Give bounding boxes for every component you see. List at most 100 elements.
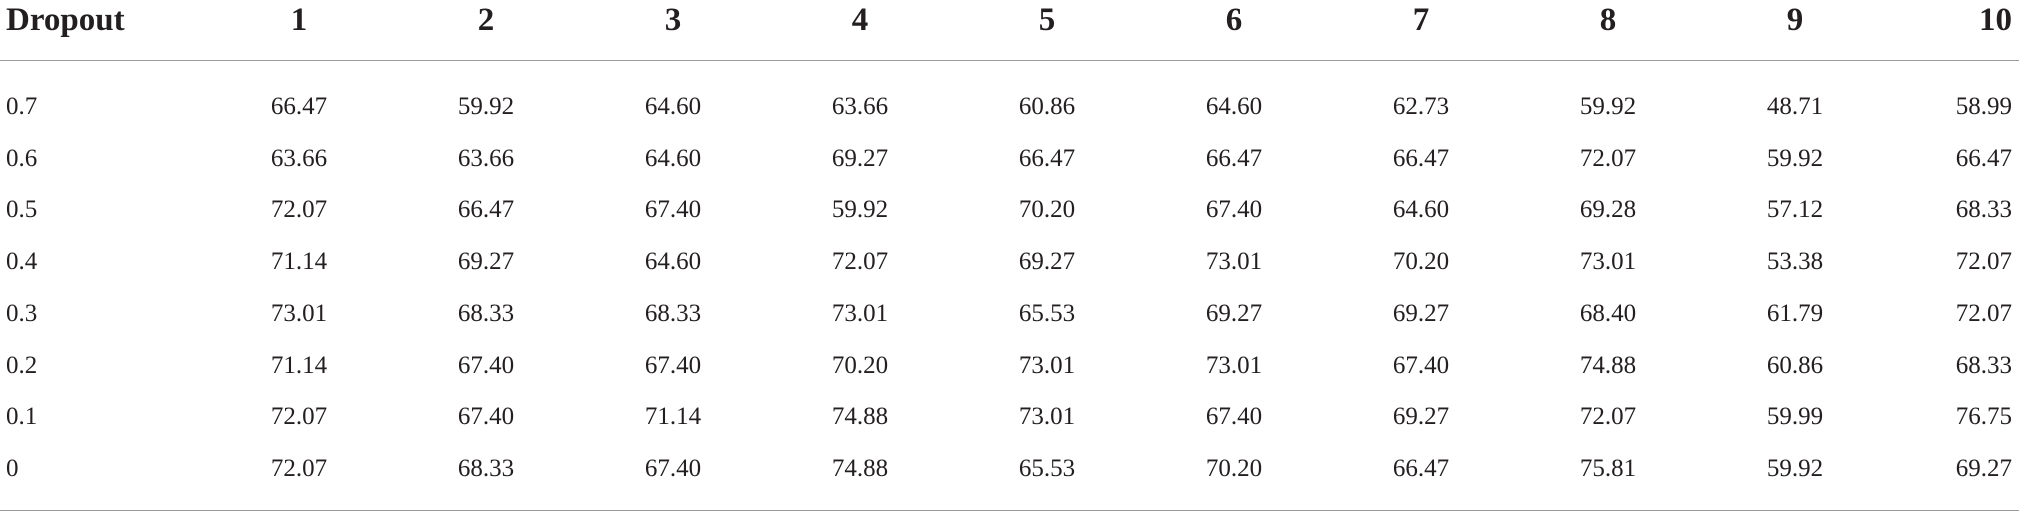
- table-cell: 66.47: [1018, 144, 1076, 172]
- table-cell: 73.01: [831, 299, 889, 327]
- table-cell: 73.01: [1205, 248, 1263, 276]
- table-cell: 67.40: [1205, 196, 1263, 224]
- table-cell: 64.60: [644, 144, 702, 172]
- table-cell: 67.40: [1205, 403, 1263, 431]
- table-cell: 69.28: [1579, 196, 1637, 224]
- table-cell: 48.71: [1766, 93, 1824, 120]
- table-cell: 72.07: [270, 403, 328, 431]
- table-cell: 66.47: [457, 196, 515, 224]
- table-cell: 65.53: [1018, 299, 1076, 327]
- table-cell: 73.01: [1018, 351, 1076, 379]
- header-cell: 2: [477, 2, 495, 38]
- table-cell: 59.92: [1579, 93, 1637, 120]
- header-cell: 7: [1412, 2, 1430, 38]
- table-cell: 57.12: [1766, 196, 1824, 224]
- table-cell: 68.40: [1579, 299, 1637, 327]
- table-cell: 72.07: [1955, 248, 2012, 276]
- table-cell: 69.27: [1018, 248, 1076, 276]
- header-cell: 6: [1225, 2, 1243, 38]
- table-cell: 61.79: [1766, 299, 1824, 327]
- row-label: 0.2: [6, 351, 38, 379]
- table-cell: 68.33: [644, 299, 702, 327]
- header-cell: 9: [1786, 2, 1804, 38]
- table-cell: 72.07: [831, 248, 889, 276]
- header-rule: [0, 60, 2019, 61]
- table-cell: 63.66: [831, 93, 889, 120]
- table-cell: 73.01: [1205, 351, 1263, 379]
- table-cell: 68.33: [457, 454, 515, 482]
- table-cell: 75.81: [1579, 454, 1637, 482]
- table-cell: 60.86: [1018, 93, 1076, 120]
- table-cell: 67.40: [1392, 351, 1450, 379]
- table-cell: 59.92: [457, 93, 515, 120]
- header-cell: 4: [851, 2, 869, 38]
- table-cell: 66.47: [1392, 454, 1450, 482]
- table-cell: 69.27: [457, 248, 515, 276]
- table-cell: 63.66: [457, 144, 515, 172]
- row-label: 0.3: [6, 299, 38, 327]
- table-cell: 68.33: [457, 299, 515, 327]
- table-cell: 72.07: [1579, 403, 1637, 431]
- header-cell: 8: [1599, 2, 1617, 38]
- header-cell: 3: [664, 2, 682, 38]
- table-cell: 72.07: [270, 454, 328, 482]
- table-cell: 53.38: [1766, 248, 1824, 276]
- table-cell: 74.88: [831, 403, 889, 431]
- table-cell: 72.07: [1955, 299, 2012, 327]
- table-cell: 67.40: [644, 351, 702, 379]
- header-cell: 5: [1038, 2, 1056, 38]
- table-cell: 74.88: [1579, 351, 1637, 379]
- table-cell: 67.40: [644, 196, 702, 224]
- table-cell: 71.14: [644, 403, 702, 431]
- table-cell: 71.14: [270, 248, 328, 276]
- table-cell: 76.75: [1955, 403, 2012, 431]
- table-cell: 73.01: [1018, 403, 1076, 431]
- row-label: 0.4: [6, 248, 38, 276]
- table-cell: 69.27: [1955, 454, 2012, 482]
- table-cell: 64.60: [1392, 196, 1450, 224]
- table-cell: 66.47: [1205, 144, 1263, 172]
- table-cell: 73.01: [270, 299, 328, 327]
- row-label: 0.1: [6, 403, 38, 431]
- table-cell: 59.99: [1766, 403, 1824, 431]
- table-cell: 67.40: [457, 403, 515, 431]
- table-cell: 59.92: [1766, 144, 1824, 172]
- bottom-rule: [0, 510, 2019, 511]
- table-cell: 73.01: [1579, 248, 1637, 276]
- table-cell: 74.88: [831, 454, 889, 482]
- table-cell: 68.33: [1955, 351, 2012, 379]
- table-cell: 72.07: [270, 196, 328, 224]
- header-cell: 1: [290, 2, 308, 38]
- table-cell: 72.07: [1579, 144, 1637, 172]
- header-cell: Dropout: [6, 2, 125, 38]
- table-cell: 58.99: [1955, 93, 2012, 120]
- row-label: 0.5: [6, 196, 38, 224]
- table-cell: 69.27: [1392, 403, 1450, 431]
- table-cell: 66.47: [1392, 144, 1450, 172]
- table-cell: 64.60: [644, 248, 702, 276]
- row-label: 0.7: [6, 93, 38, 120]
- table-cell: 71.14: [270, 351, 328, 379]
- row-label: 0.6: [6, 144, 38, 172]
- table-cell: 69.27: [1205, 299, 1263, 327]
- table-cell: 60.86: [1766, 351, 1824, 379]
- table-cell: 70.20: [831, 351, 889, 379]
- header-cell: 10: [1979, 2, 2012, 38]
- table-cell: 70.20: [1205, 454, 1263, 482]
- table-cell: 59.92: [1766, 454, 1824, 482]
- table-cell: 67.40: [644, 454, 702, 482]
- table-cell: 70.20: [1018, 196, 1076, 224]
- table-cell: 67.40: [457, 351, 515, 379]
- table-cell: 68.33: [1955, 196, 2012, 224]
- table-cell: 69.27: [831, 144, 889, 172]
- table-cell: 62.73: [1392, 93, 1450, 120]
- table-cell: 63.66: [270, 144, 328, 172]
- table-cell: 66.47: [1955, 144, 2012, 172]
- table-cell: 69.27: [1392, 299, 1450, 327]
- table-cell: 66.47: [270, 93, 328, 120]
- table-cell: 64.60: [1205, 93, 1263, 120]
- table-cell: 64.60: [644, 93, 702, 120]
- table-cell: 59.92: [831, 196, 889, 224]
- table-cell: 65.53: [1018, 454, 1076, 482]
